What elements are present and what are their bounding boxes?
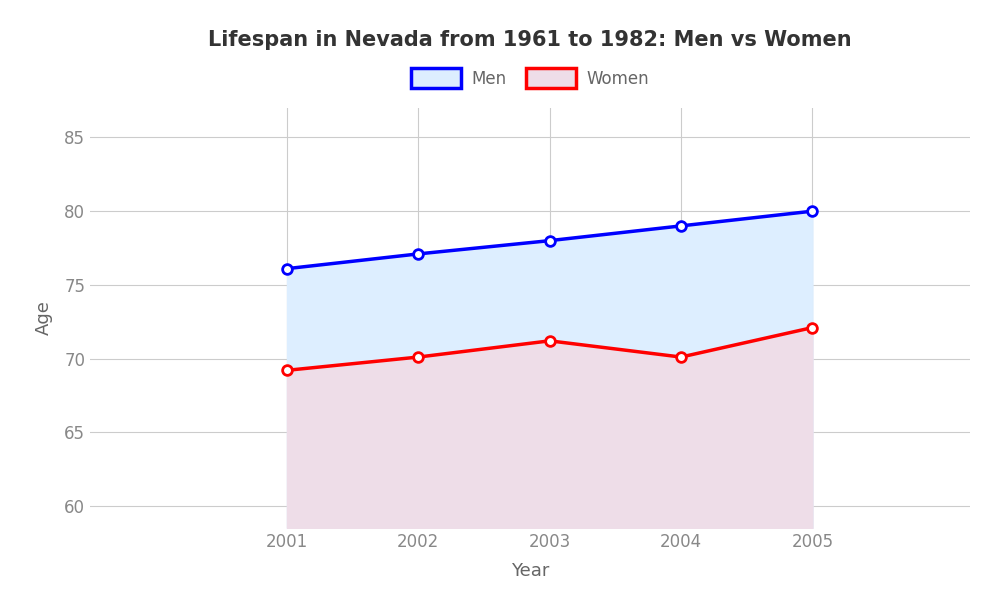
Legend: Men, Women: Men, Women [404,62,656,94]
Title: Lifespan in Nevada from 1961 to 1982: Men vs Women: Lifespan in Nevada from 1961 to 1982: Me… [208,29,852,49]
X-axis label: Year: Year [511,562,549,580]
Y-axis label: Age: Age [35,301,53,335]
